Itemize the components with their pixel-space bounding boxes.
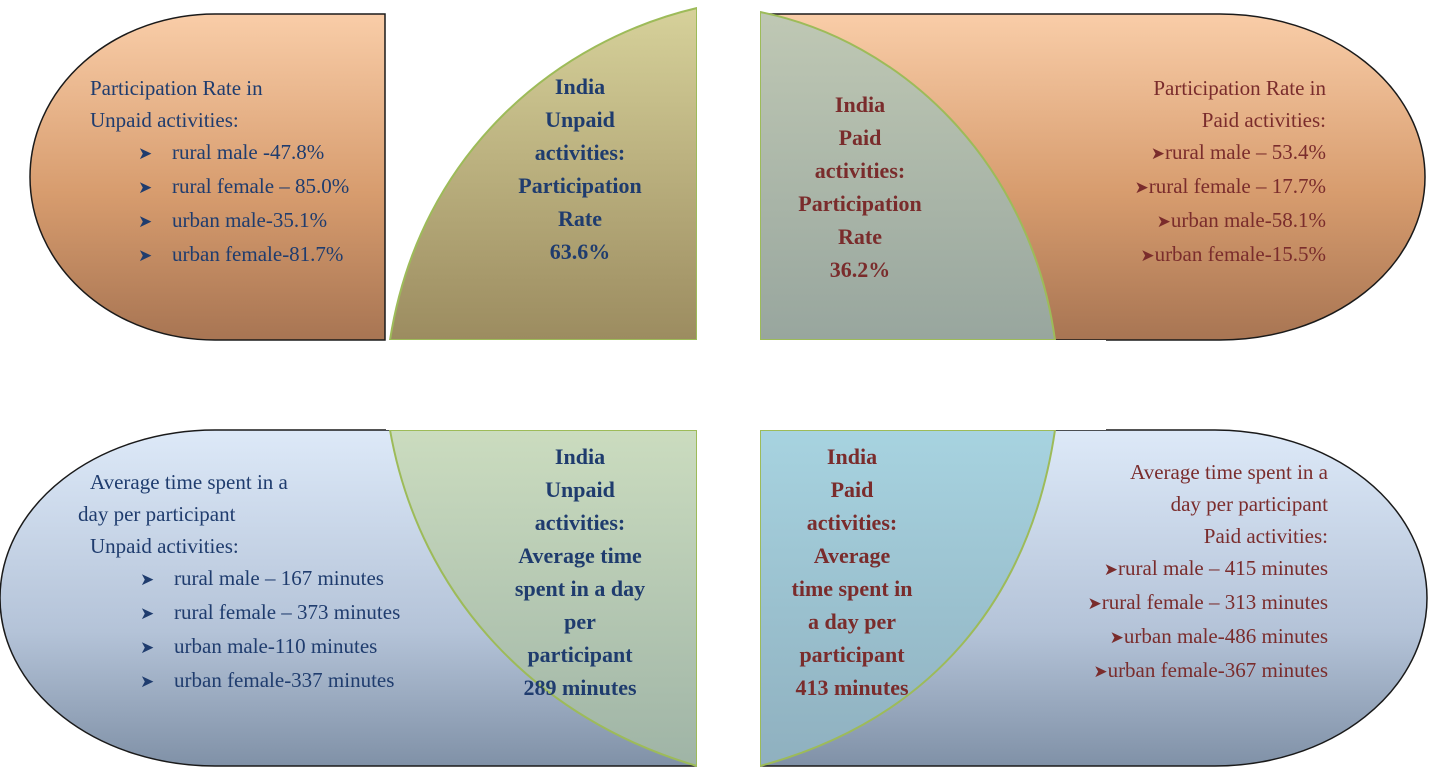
arrowhead-bullet-icon: ➤ <box>138 178 153 197</box>
arrowhead-bullet-icon: ➤ <box>1109 628 1124 647</box>
heading-line: Paid activities: <box>1203 524 1328 548</box>
list-item: ➤rural male – 415 minutes <box>990 552 1328 586</box>
heading-line: Unpaid activities: <box>90 108 239 132</box>
arrowhead-bullet-icon: ➤ <box>138 246 153 265</box>
arrowhead-bullet-icon: ➤ <box>1103 560 1119 579</box>
arrowhead-bullet-icon: ➤ <box>1093 662 1108 681</box>
paid-participation-summary: India Paid activities: Participation Rat… <box>798 92 922 282</box>
arrowhead-bullet-icon: ➤ <box>140 570 155 589</box>
list-item: ➤ urban female-337 minutes <box>90 664 400 698</box>
heading-line: day per participant <box>78 502 236 526</box>
arrowhead-bullet-icon: ➤ <box>138 212 153 231</box>
unpaid-participation-summary: India Unpaid activities: Participation R… <box>518 74 642 264</box>
arrowhead-bullet-icon: ➤ <box>1156 212 1171 231</box>
list-item: ➤rural female – 313 minutes <box>990 586 1328 620</box>
arrowhead-bullet-icon: ➤ <box>1150 144 1166 163</box>
list-item: ➤urban male-486 minutes <box>990 620 1328 654</box>
list-item: ➤ urban male-110 minutes <box>90 630 400 664</box>
heading-line: day per participant <box>1170 492 1328 516</box>
heading-line: Participation Rate in <box>90 76 263 100</box>
top-left-stadium <box>29 13 386 341</box>
list-item: ➤ urban female-81.7% <box>90 238 349 272</box>
arrowhead-bullet-icon: ➤ <box>140 604 155 623</box>
arrowhead-bullet-icon: ➤ <box>140 638 155 657</box>
arrowhead-bullet-icon: ➤ <box>1087 594 1102 613</box>
list-item: ➤urban female-367 minutes <box>990 654 1328 688</box>
heading-line: Average time spent in a <box>1130 460 1328 484</box>
top-left-overlap <box>388 6 698 341</box>
top-right-text: Participation Rate in Paid activities: ➤… <box>1030 72 1326 272</box>
arrowhead-bullet-icon: ➤ <box>1140 246 1155 265</box>
list-item: ➤ rural female – 85.0% <box>90 170 349 204</box>
bottom-left-overlap <box>388 429 698 768</box>
list-item: ➤urban female-15.5% <box>1030 238 1326 272</box>
top-right-overlap <box>759 10 1057 341</box>
paid-time-summary: India Paid activities: Average time spen… <box>791 444 913 700</box>
list-item: ➤urban male-58.1% <box>1030 204 1326 238</box>
heading-line: Participation Rate in <box>1153 76 1326 100</box>
list-item: ➤ rural male – 167 minutes <box>90 562 400 596</box>
heading-line: Unpaid activities: <box>90 534 239 558</box>
heading-line: Paid activities: <box>1201 108 1326 132</box>
list-item: ➤rural male – 53.4% <box>1030 136 1326 170</box>
bottom-right-overlap <box>759 429 1057 768</box>
unpaid-time-summary: India Unpaid activities: Average time sp… <box>514 444 646 700</box>
bottom-left-text: Average time spent in a day per particip… <box>78 466 400 698</box>
list-item: ➤rural female – 17.7% <box>1030 170 1326 204</box>
arrowhead-bullet-icon: ➤ <box>140 672 155 691</box>
heading-line: Average time spent in a <box>90 470 288 494</box>
bottom-right-text: Average time spent in a day per particip… <box>990 456 1328 688</box>
arrowhead-bullet-icon: ➤ <box>138 144 153 163</box>
list-item: ➤ rural male -47.8% <box>90 136 349 170</box>
top-left-text: Participation Rate in Unpaid activities:… <box>90 72 349 272</box>
arrowhead-bullet-icon: ➤ <box>1134 178 1149 197</box>
list-item: ➤ urban male-35.1% <box>90 204 349 238</box>
list-item: ➤ rural female – 373 minutes <box>90 596 400 630</box>
